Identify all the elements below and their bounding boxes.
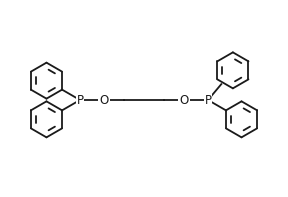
Text: P: P (77, 94, 84, 107)
Text: P: P (204, 94, 211, 107)
Text: O: O (99, 94, 109, 107)
Text: O: O (179, 94, 189, 107)
